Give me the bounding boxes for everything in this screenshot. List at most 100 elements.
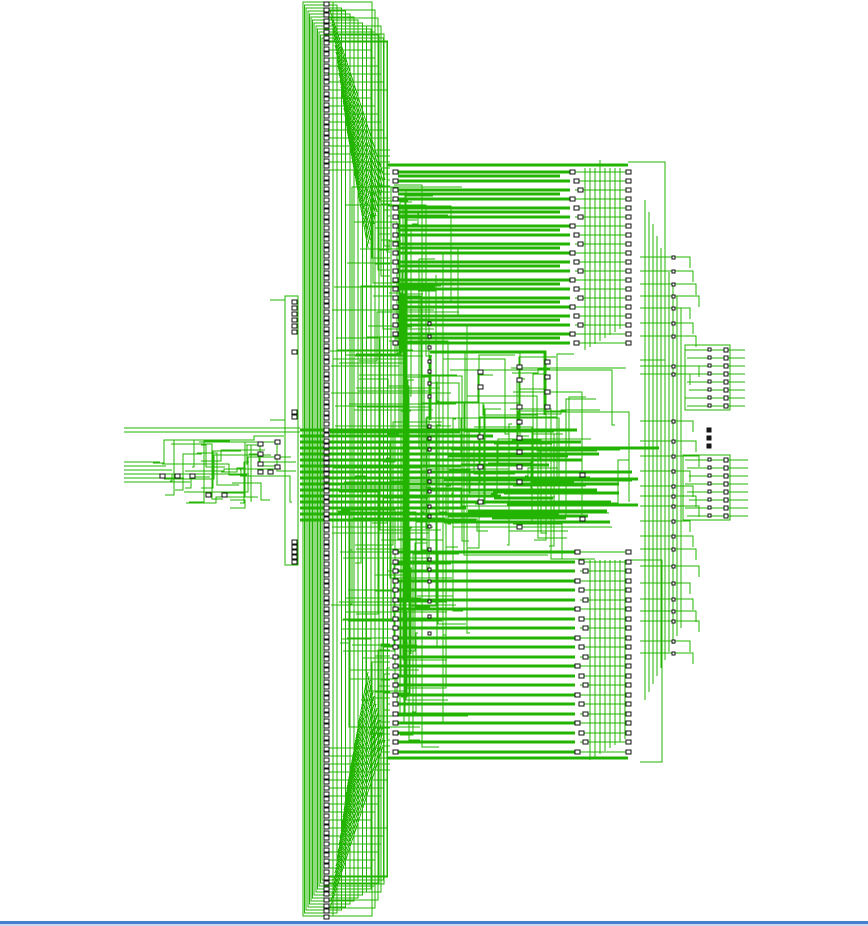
logic-cell[interactable] — [516, 404, 523, 410]
register-cell[interactable] — [323, 236, 330, 242]
register-cell[interactable] — [323, 628, 330, 634]
input-logic-cell[interactable] — [221, 492, 228, 498]
output-buffer[interactable] — [707, 379, 712, 384]
mux-cell[interactable] — [569, 196, 576, 202]
logic-cell[interactable] — [544, 374, 551, 380]
register-cell[interactable] — [291, 414, 298, 420]
buffer-cell[interactable] — [671, 294, 676, 299]
register-cell[interactable] — [323, 219, 330, 225]
register-cell[interactable] — [323, 690, 330, 696]
register-cell[interactable] — [323, 163, 330, 169]
mux-cell[interactable] — [578, 673, 585, 679]
register-cell[interactable] — [323, 387, 330, 393]
output-cell[interactable] — [625, 232, 632, 238]
output-cell[interactable] — [625, 644, 632, 650]
register-cell[interactable] — [323, 656, 330, 662]
register-cell[interactable] — [323, 113, 330, 119]
register-cell[interactable] — [323, 292, 330, 298]
mux-cell[interactable] — [574, 635, 581, 641]
register-cell[interactable] — [323, 841, 330, 847]
register-cell[interactable] — [323, 723, 330, 729]
register-cell[interactable] — [323, 242, 330, 248]
buffer-cell[interactable] — [427, 524, 432, 529]
register-cell[interactable] — [323, 40, 330, 46]
buffer-cell[interactable] — [671, 519, 676, 524]
register-cell[interactable] — [323, 712, 330, 718]
buffer-cell[interactable] — [671, 334, 676, 339]
input-logic-cell[interactable] — [174, 473, 181, 479]
register-cell[interactable] — [323, 135, 330, 141]
output-cell[interactable] — [625, 549, 632, 555]
register-cell[interactable] — [323, 270, 330, 276]
register-cell[interactable] — [291, 539, 298, 545]
mux-cell[interactable] — [392, 232, 399, 238]
logic-cell[interactable] — [516, 377, 523, 383]
register-cell[interactable] — [323, 886, 330, 892]
register-cell[interactable] — [323, 740, 330, 746]
output-cell[interactable] — [625, 187, 632, 193]
output-cell[interactable] — [625, 205, 632, 211]
mux-cell[interactable] — [392, 214, 399, 220]
mux-cell[interactable] — [569, 169, 576, 175]
output-cell[interactable] — [625, 559, 632, 565]
register-cell[interactable] — [323, 225, 330, 231]
output-cell[interactable] — [625, 286, 632, 292]
register-cell[interactable] — [323, 175, 330, 181]
buffer-cell[interactable] — [671, 454, 676, 459]
mux-cell[interactable] — [573, 286, 580, 292]
register-cell[interactable] — [323, 382, 330, 388]
buffer-cell[interactable] — [427, 614, 432, 619]
register-cell[interactable] — [323, 499, 330, 505]
logic-cell[interactable] — [477, 384, 484, 390]
register-cell[interactable] — [323, 460, 330, 466]
mux-cell[interactable] — [577, 322, 584, 328]
mux-cell[interactable] — [574, 663, 581, 669]
buffer-cell[interactable] — [671, 534, 676, 539]
logic-cell[interactable] — [544, 389, 551, 395]
output-cell[interactable] — [625, 663, 632, 669]
buffer-cell[interactable] — [427, 447, 432, 452]
buffer-cell[interactable] — [671, 439, 676, 444]
register-cell[interactable] — [291, 299, 298, 305]
register-cell[interactable] — [323, 147, 330, 153]
register-cell[interactable] — [323, 785, 330, 791]
register-cell[interactable] — [323, 427, 330, 433]
register-cell[interactable] — [323, 807, 330, 813]
register-cell[interactable] — [323, 29, 330, 35]
mux-cell[interactable] — [392, 682, 399, 688]
register-cell[interactable] — [323, 359, 330, 365]
register-cell[interactable] — [323, 415, 330, 421]
mux-cell[interactable] — [392, 692, 399, 698]
flipflop-cell[interactable] — [706, 427, 712, 433]
mux-cell[interactable] — [574, 692, 581, 698]
output-cell[interactable] — [625, 587, 632, 593]
mux-cell[interactable] — [392, 223, 399, 229]
register-cell[interactable] — [323, 438, 330, 444]
register-cell[interactable] — [323, 191, 330, 197]
output-port[interactable] — [723, 387, 729, 393]
register-cell[interactable] — [323, 315, 330, 321]
mux-cell[interactable] — [569, 250, 576, 256]
register-cell[interactable] — [323, 813, 330, 819]
logic-cell[interactable] — [516, 435, 523, 441]
register-cell[interactable] — [323, 23, 330, 29]
logic-cell[interactable] — [516, 524, 523, 530]
logic-cell[interactable] — [477, 499, 484, 505]
mux-cell[interactable] — [392, 568, 399, 574]
buffer-cell[interactable] — [427, 436, 432, 441]
register-cell[interactable] — [323, 511, 330, 517]
mux-cell[interactable] — [573, 232, 580, 238]
buffer-cell[interactable] — [671, 547, 676, 552]
output-cell[interactable] — [625, 578, 632, 584]
register-cell[interactable] — [323, 107, 330, 113]
mux-cell[interactable] — [569, 304, 576, 310]
buffer-cell[interactable] — [671, 306, 676, 311]
register-cell[interactable] — [323, 169, 330, 175]
buffer-cell[interactable] — [427, 381, 432, 386]
register-cell[interactable] — [323, 298, 330, 304]
output-cell[interactable] — [625, 606, 632, 612]
mux-cell[interactable] — [392, 286, 399, 292]
logic-cell[interactable] — [544, 359, 551, 365]
register-cell[interactable] — [323, 203, 330, 209]
